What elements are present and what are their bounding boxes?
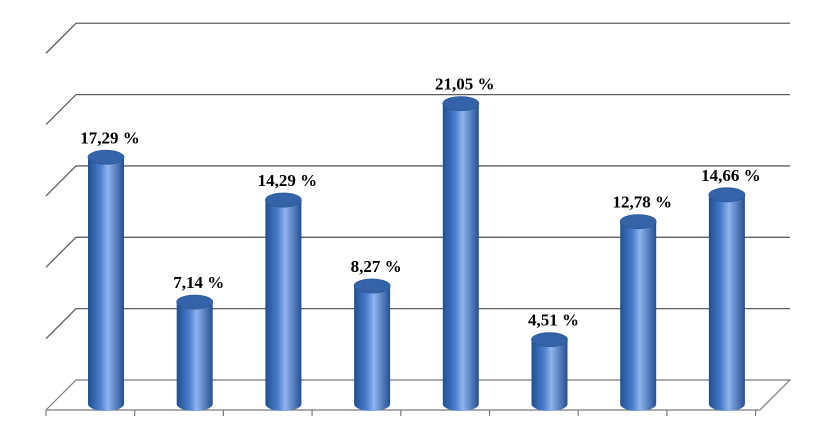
bar-top-7 xyxy=(708,187,746,203)
gridline-0 xyxy=(45,379,792,411)
bar-top-3 xyxy=(353,278,391,294)
bar-5 xyxy=(531,332,568,411)
bar-top-0 xyxy=(87,149,125,165)
bar-body-5 xyxy=(531,339,568,411)
gridline-2 xyxy=(45,236,790,268)
bar-3 xyxy=(353,278,391,411)
data-label-7: 14,66 % xyxy=(701,166,761,185)
bar-body-6 xyxy=(620,221,657,411)
bar-0 xyxy=(87,149,125,411)
bar-body-3 xyxy=(354,285,391,411)
bar-4 xyxy=(442,96,480,411)
bar-1 xyxy=(176,294,214,411)
bar-body-1 xyxy=(176,302,213,411)
bar-6 xyxy=(619,214,657,411)
bar-7 xyxy=(708,187,746,411)
gridline-5 xyxy=(45,22,790,54)
data-label-4: 21,05 % xyxy=(435,75,495,94)
gridline-1 xyxy=(45,308,790,340)
data-label-5: 4,51 % xyxy=(528,311,579,330)
bar-body-4 xyxy=(442,103,479,411)
bar-body-0 xyxy=(88,157,124,411)
gridline-3 xyxy=(45,165,790,197)
bar-top-2 xyxy=(264,192,302,208)
data-label-0: 17,29 % xyxy=(80,128,140,147)
bar-body-2 xyxy=(265,200,302,411)
bar-top-5 xyxy=(531,332,568,348)
bar-body-7 xyxy=(708,194,745,411)
bar-top-4 xyxy=(442,96,480,112)
bars xyxy=(87,96,746,411)
data-label-3: 8,27 % xyxy=(351,257,402,276)
data-label-6: 12,78 % xyxy=(612,193,672,212)
gridline-4 xyxy=(45,93,790,126)
bar-2 xyxy=(264,192,302,411)
data-labels: 17,29 % 7,14 % 14,29 % 8,27 % 21,05 % 4,51 % 1… xyxy=(80,75,760,330)
data-label-2: 14,29 % xyxy=(258,171,318,190)
data-label-1: 7,14 % xyxy=(173,273,224,292)
bar-top-6 xyxy=(619,214,657,230)
bar-top-1 xyxy=(176,294,214,310)
gridlines xyxy=(45,22,792,416)
